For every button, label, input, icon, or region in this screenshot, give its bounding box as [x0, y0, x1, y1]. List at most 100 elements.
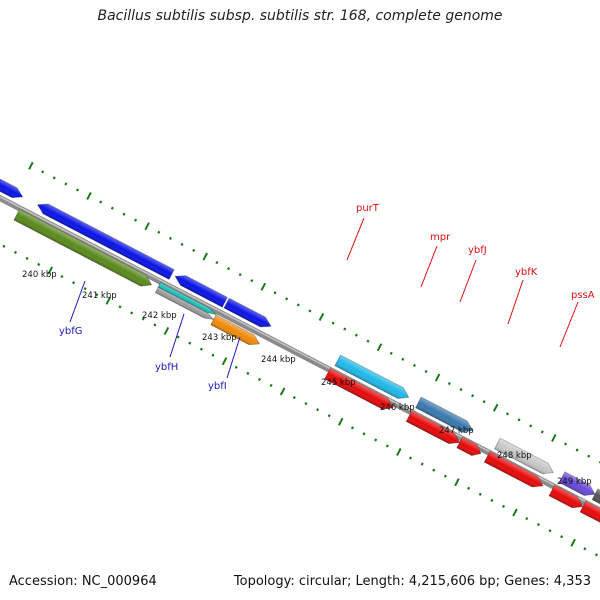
gene-label-ybfG: ybfG	[59, 326, 83, 337]
minor-tick	[292, 396, 296, 400]
minor-tick	[501, 504, 506, 509]
inner-tick-ring	[2, 244, 598, 557]
gene-arrow[interactable]	[456, 436, 484, 459]
minor-tick	[110, 206, 114, 210]
label-leader-line	[169, 313, 185, 358]
minor-tick	[168, 236, 172, 240]
minor-tick	[343, 327, 347, 331]
minor-tick	[188, 341, 192, 345]
gene-arrow[interactable]	[13, 208, 154, 290]
major-tick	[337, 417, 344, 426]
gene-arrow[interactable]	[548, 484, 586, 512]
gene-arrow[interactable]	[324, 367, 396, 413]
major-tick	[279, 387, 286, 396]
minor-tick	[122, 212, 126, 216]
gene-arrow[interactable]	[591, 488, 600, 516]
major-tick	[105, 296, 112, 305]
major-tick	[434, 373, 441, 382]
minor-tick	[471, 394, 475, 398]
major-tick	[221, 357, 228, 366]
minor-tick	[366, 339, 370, 343]
gene-arrow-ybfH[interactable]	[157, 282, 218, 317]
minor-tick	[424, 369, 428, 374]
gene-arrow-ybfG[interactable]	[35, 200, 175, 280]
minor-tick	[308, 309, 312, 313]
minor-tick	[199, 347, 203, 351]
minor-tick	[385, 444, 389, 448]
minor-tick	[13, 250, 17, 254]
minor-tick	[246, 371, 250, 375]
minor-tick	[257, 377, 262, 382]
gene-label-ybfH: ybfH	[155, 362, 178, 373]
gene-arrow-ybfI[interactable]	[210, 314, 262, 349]
minor-tick	[75, 188, 80, 192]
minor-tick	[563, 442, 568, 446]
major-tick	[512, 508, 518, 517]
major-tick	[454, 478, 460, 487]
major-tick	[163, 326, 170, 336]
map-title: Bacillus subtilis subsp. subtilis str. 1…	[97, 8, 503, 24]
major-tick	[551, 433, 557, 442]
minor-tick	[401, 357, 405, 361]
minor-tick	[296, 303, 300, 307]
major-tick	[202, 252, 208, 261]
gene-arrow[interactable]	[0, 168, 25, 202]
gene-arrow[interactable]	[223, 297, 273, 331]
gene-arrow-purT[interactable]	[334, 354, 412, 403]
major-tick	[86, 191, 92, 201]
minor-tick	[141, 317, 145, 321]
scale-label: 247 kbp	[439, 426, 474, 436]
minor-tick	[72, 281, 76, 285]
minor-tick	[575, 448, 579, 452]
minor-tick	[354, 333, 358, 337]
minor-tick	[180, 242, 184, 247]
minor-tick	[443, 474, 447, 478]
major-tick	[260, 282, 267, 291]
minor-tick	[350, 426, 354, 430]
minor-tick	[374, 438, 378, 442]
minor-tick	[64, 182, 68, 186]
minor-tick	[25, 256, 29, 261]
major-tick	[570, 538, 576, 547]
gene-arrow[interactable]	[405, 410, 462, 448]
gene-arrow[interactable]	[173, 271, 228, 308]
gene-arrow-pssA[interactable]	[558, 471, 597, 500]
gene-label-mpr: mpr	[430, 232, 451, 243]
minor-tick	[176, 335, 180, 339]
minor-tick	[560, 535, 564, 539]
minor-tick	[52, 176, 56, 180]
minor-tick	[517, 418, 521, 422]
minor-tick	[420, 462, 424, 466]
minor-tick	[536, 523, 540, 527]
label-leader-line	[420, 245, 438, 288]
minor-tick	[478, 492, 482, 496]
minor-tick	[304, 402, 308, 406]
minor-tick	[529, 424, 533, 428]
minor-tick	[41, 170, 45, 174]
gene-arrow-ybfK[interactable]	[494, 437, 556, 478]
minor-tick	[316, 408, 320, 412]
major-tick	[318, 312, 325, 321]
major-tick	[396, 447, 402, 456]
gene-label-purT: purT	[356, 203, 380, 214]
major-tick	[492, 403, 499, 412]
label-leader-line	[459, 259, 477, 303]
gene-label-ybfI: ybfI	[208, 381, 227, 392]
accession-text: Accession: NC_000964	[9, 574, 157, 589]
minor-tick	[594, 553, 598, 557]
minor-tick	[505, 412, 509, 416]
major-tick	[28, 161, 34, 170]
minor-tick	[130, 311, 134, 315]
gene-arrow[interactable]	[579, 500, 600, 528]
major-tick	[144, 222, 150, 231]
scale-label: 248 kbp	[497, 451, 532, 461]
scale-label: 242 kbp	[142, 311, 177, 321]
gene-arrow-ybfJ[interactable]	[483, 450, 545, 491]
minor-tick	[482, 400, 486, 404]
minor-tick	[215, 261, 219, 265]
gene-arrow[interactable]	[154, 286, 215, 322]
gene-arrow-mpr[interactable]	[415, 396, 476, 436]
scale-label: 246 kbp	[380, 403, 415, 413]
minor-tick	[118, 305, 122, 309]
